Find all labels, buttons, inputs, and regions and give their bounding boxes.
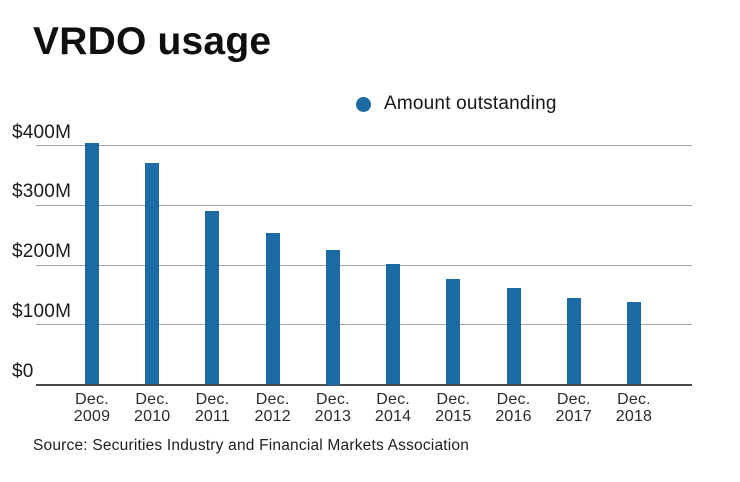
bar <box>566 297 581 385</box>
y-axis-tick-label: $200M <box>12 241 72 262</box>
legend-marker-icon <box>356 96 371 112</box>
bar <box>145 163 160 385</box>
bar <box>325 250 340 385</box>
x-axis-tick-label: Dec. 2018 <box>615 391 653 425</box>
x-axis-tick-label: Dec. 2016 <box>495 391 532 425</box>
gridline <box>36 145 692 146</box>
chart-title: VRDO usage <box>33 20 272 63</box>
x-axis-tick-label: Dec. 2011 <box>194 391 231 425</box>
x-axis-tick-label: Dec. 2010 <box>134 391 171 425</box>
x-axis-tick-label: Dec. 2014 <box>374 391 412 425</box>
y-axis-tick-label: $300M <box>12 181 72 203</box>
legend: Amount outstanding <box>356 93 557 115</box>
bar <box>85 142 99 385</box>
y-axis-tick-label: $100M <box>12 300 72 322</box>
x-axis-tick-label: Dec. 2009 <box>73 391 111 425</box>
bar <box>265 233 280 385</box>
bar <box>446 279 461 385</box>
x-axis-tick-label: Dec. 2017 <box>555 391 592 425</box>
gridline <box>36 264 692 266</box>
x-axis-tick-label: Dec. 2013 <box>314 391 352 425</box>
bar <box>506 287 521 385</box>
legend-label: Amount outstanding <box>384 93 557 114</box>
source-note: Source: Securities Industry and Financia… <box>33 437 470 454</box>
bar <box>205 210 220 385</box>
bar <box>386 264 401 385</box>
x-axis-tick-label: Dec. 2015 <box>435 391 472 425</box>
bar <box>626 302 641 385</box>
y-axis-tick-label: $0 <box>12 360 34 382</box>
gridline <box>36 204 692 206</box>
y-axis-tick-label: $400M <box>12 121 72 143</box>
gridline <box>36 324 692 326</box>
x-axis-tick-label: Dec. 2012 <box>254 391 291 425</box>
x-axis-line <box>36 383 692 386</box>
